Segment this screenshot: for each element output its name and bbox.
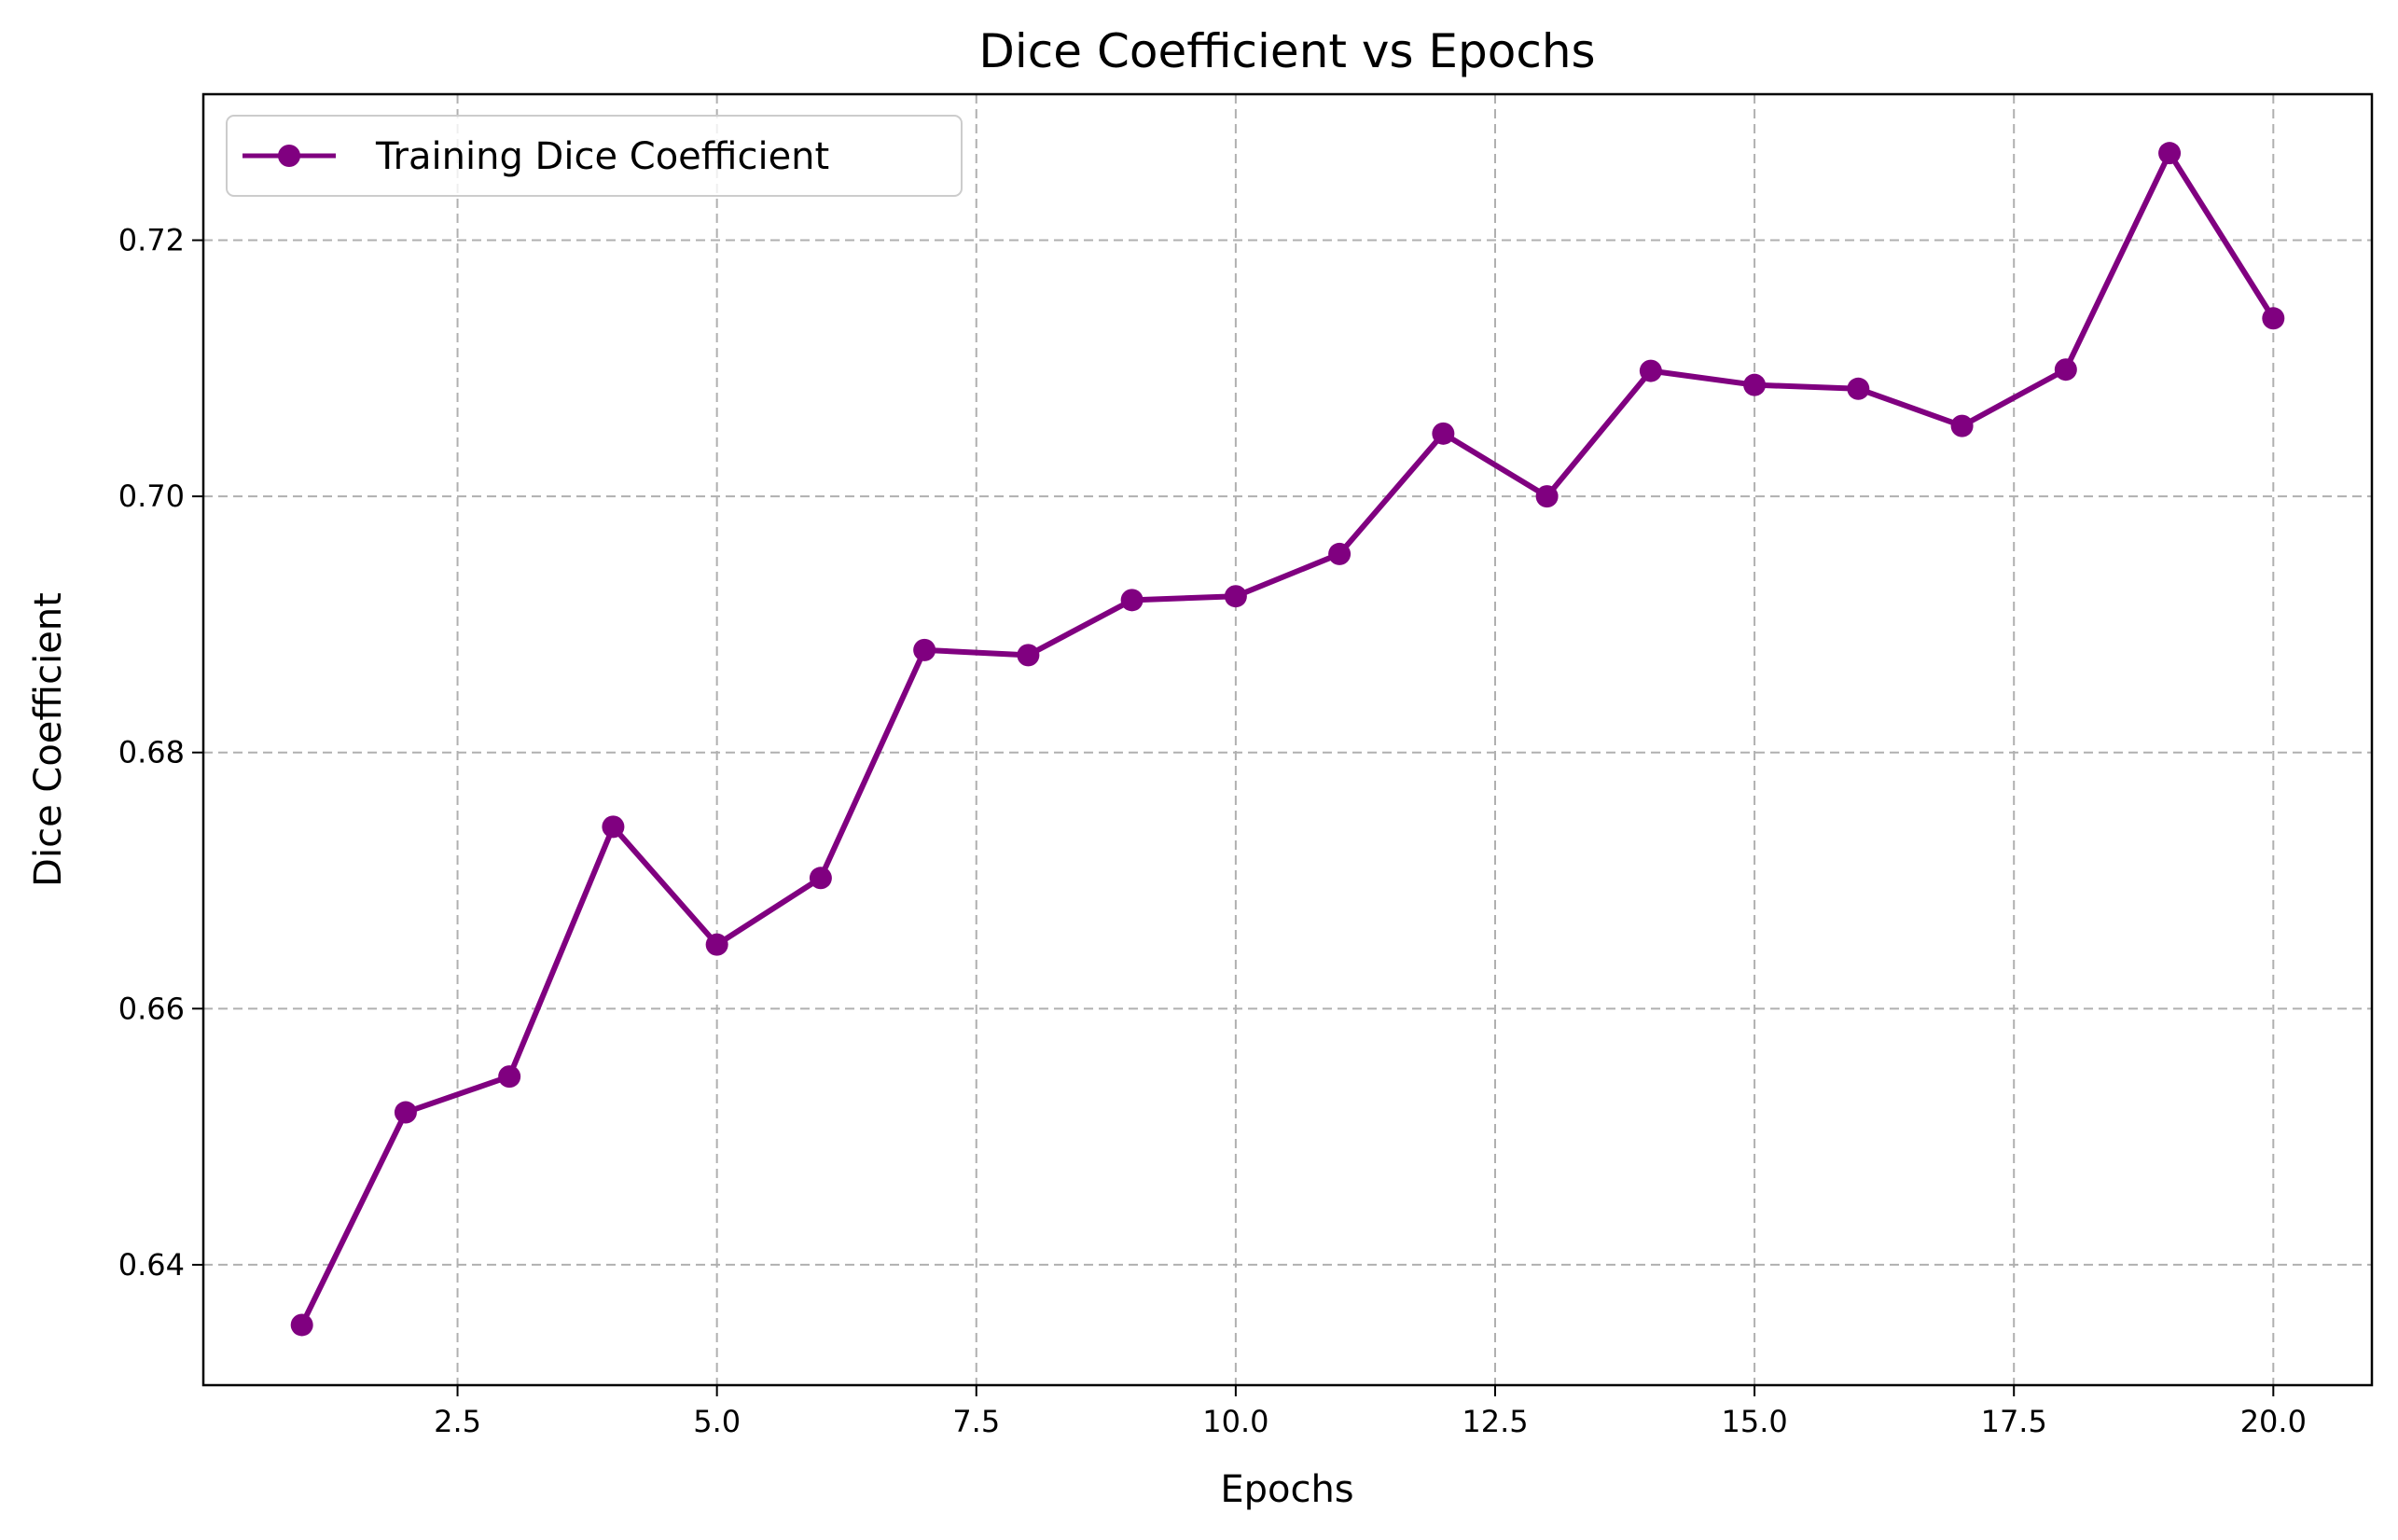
legend-box [226,115,963,197]
y-tick-label: 0.68 [118,735,185,770]
x-tick-label: 17.5 [1981,1404,2047,1439]
grid-lines [203,94,2372,1385]
data-point [394,1101,417,1124]
legend-marker-swatch [278,145,300,167]
x-tick-label: 5.0 [693,1404,741,1439]
data-point [1847,377,1870,400]
data-point [1950,414,1974,437]
x-tick-label: 10.0 [1202,1404,1268,1439]
data-point [2054,358,2077,382]
data-point [1120,589,1144,612]
data-point [705,933,728,956]
y-axis-label: Dice Coefficient [27,592,70,887]
x-tick-label: 15.0 [1721,1404,1787,1439]
y-tick-label: 0.70 [118,479,185,514]
x-tick-label: 12.5 [1462,1404,1528,1439]
legend: Training Dice Coefficient [226,115,963,197]
data-point [1743,373,1767,396]
data-point [602,815,625,839]
data-point [913,638,936,661]
data-point [498,1065,521,1089]
data-point [1224,585,1247,608]
legend-entry-label: Training Dice Coefficient [375,135,829,178]
data-point [2262,307,2285,330]
data-point [1639,359,1662,382]
data-point [2158,142,2182,165]
series-line [298,150,2277,1328]
data-point [1535,485,1559,508]
y-tick-label: 0.64 [118,1247,185,1283]
y-tick-label: 0.66 [118,991,185,1026]
series-layer [290,142,2285,1337]
x-axis-label: Epochs [1220,1468,1353,1511]
data-point [290,1313,313,1337]
x-tick-label: 2.5 [434,1404,481,1439]
data-point [1017,644,1040,667]
x-tick-label: 20.0 [2240,1404,2307,1439]
data-point [1328,542,1351,565]
y-tick-label: 0.72 [118,223,185,258]
data-point [1432,422,1455,445]
plot-frame [201,92,2374,1387]
x-tick-label: 7.5 [952,1404,1000,1439]
axis-ticks: 2.5 5.0 7.5 10.0 12.5 15.0 17.5 20.0 0.64 0.66 0.6… [118,223,2307,1439]
data-point [809,867,832,890]
chart-title: Dice Coefficient vs Epochs [978,24,1595,78]
